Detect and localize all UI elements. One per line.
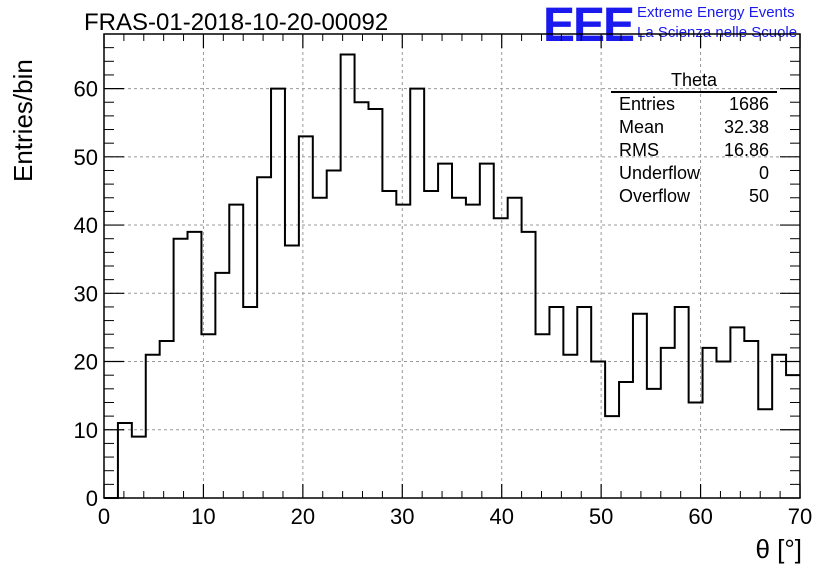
x-tick-label: 0 [98,504,110,529]
stats-label: Mean [619,117,665,137]
stats-row-mean: Mean 32.38 [611,116,777,139]
stats-value: 16.86 [723,140,769,160]
stats-label: Entries [619,94,676,114]
stats-row-rms: RMS 16.86 [611,139,777,162]
y-tick-label: 30 [74,281,98,306]
grid-lines [104,34,800,498]
histogram-line [104,53,800,499]
y-tick-label: 50 [74,145,98,170]
stats-name: Theta [611,70,777,93]
x-axis-label: θ [°] [755,534,802,564]
logo-subtitle-2: La Scienza nelle Scuole [637,24,798,41]
stats-row-underflow: Underflow 0 [611,162,777,185]
axis-ticks [103,33,801,499]
y-tick-label: 0 [86,486,98,511]
stats-value: 0 [758,163,769,183]
x-tick-label: 10 [191,504,215,529]
y-tick-label: 40 [74,213,98,238]
y-tick-label: 10 [74,418,98,443]
x-tick-label: 20 [291,504,315,529]
logo-subtitle-1: Extreme Energy Events [637,4,795,21]
x-tick-label: 70 [788,504,812,529]
tick-labels: 0 10 20 30 40 50 60 70 0 10 20 30 40 50 60 [74,77,813,529]
x-tick-label: 50 [589,504,613,529]
x-tick-label: 60 [688,504,712,529]
eee-logo: EEE [543,0,635,52]
stats-row-overflow: Overflow 50 [611,185,777,208]
stats-label: Underflow [619,163,701,183]
stats-value: 32.38 [723,117,769,137]
stats-label: Overflow [619,186,691,206]
stats-row-entries: Entries 1686 [611,93,777,116]
x-tick-label: 40 [489,504,513,529]
y-tick-label: 20 [74,350,98,375]
stats-value: 1686 [728,94,769,114]
stats-label: RMS [619,140,659,160]
x-tick-label: 30 [390,504,414,529]
chart-title: FRAS-01-2018-10-20-00092 [84,9,389,36]
y-tick-label: 60 [74,77,98,102]
stats-box: Theta Entries 1686 Mean 32.38 RMS 16.86 … [611,70,777,208]
stats-value: 50 [748,186,769,206]
